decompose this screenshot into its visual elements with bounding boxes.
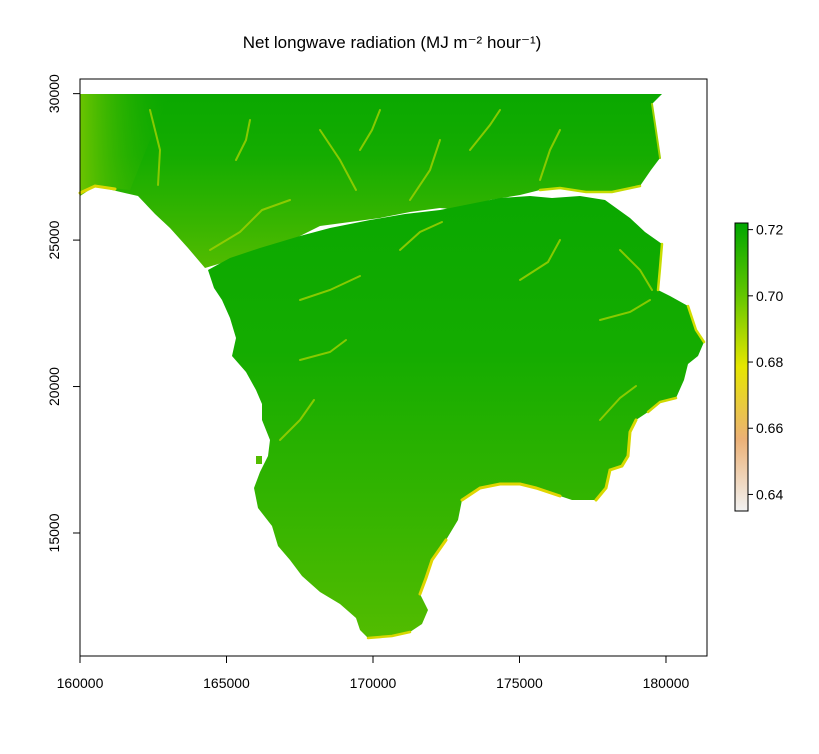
y-axis: 15000 20000 25000 30000 — [46, 74, 80, 552]
y-tick-label: 20000 — [46, 367, 62, 406]
west-brightening — [80, 94, 170, 196]
x-axis: 160000 165000 170000 175000 180000 — [57, 656, 690, 691]
raster-map — [78, 94, 706, 640]
valley-streaks — [149, 109, 653, 441]
legend-tick-label: 0.70 — [756, 288, 783, 304]
x-tick-label: 180000 — [643, 675, 690, 691]
y-tick-label: 30000 — [46, 74, 62, 113]
y-tick-label: 15000 — [46, 513, 62, 552]
plot-frame — [79, 78, 708, 657]
chart-title: Net longwave radiation (MJ m⁻² hour⁻¹) — [243, 33, 542, 52]
legend-tick-label: 0.64 — [756, 486, 783, 502]
x-tick-label: 175000 — [496, 675, 543, 691]
land-south — [208, 196, 704, 638]
legend-tick-label: 0.66 — [756, 420, 783, 436]
legend-colorbar: 0.64 0.66 0.68 0.70 0.72 — [734, 222, 783, 512]
x-tick-label: 165000 — [203, 675, 250, 691]
x-tick-label: 160000 — [57, 675, 104, 691]
y-tick-label: 25000 — [46, 220, 62, 259]
land-north — [80, 94, 662, 268]
x-tick-label: 170000 — [350, 675, 397, 691]
coastline-highlights — [78, 103, 706, 640]
legend-tick-label: 0.68 — [756, 354, 783, 370]
raster-pixel-island — [256, 456, 262, 464]
legend-tick-label: 0.72 — [756, 222, 783, 238]
colorbar-fill — [734, 222, 749, 512]
